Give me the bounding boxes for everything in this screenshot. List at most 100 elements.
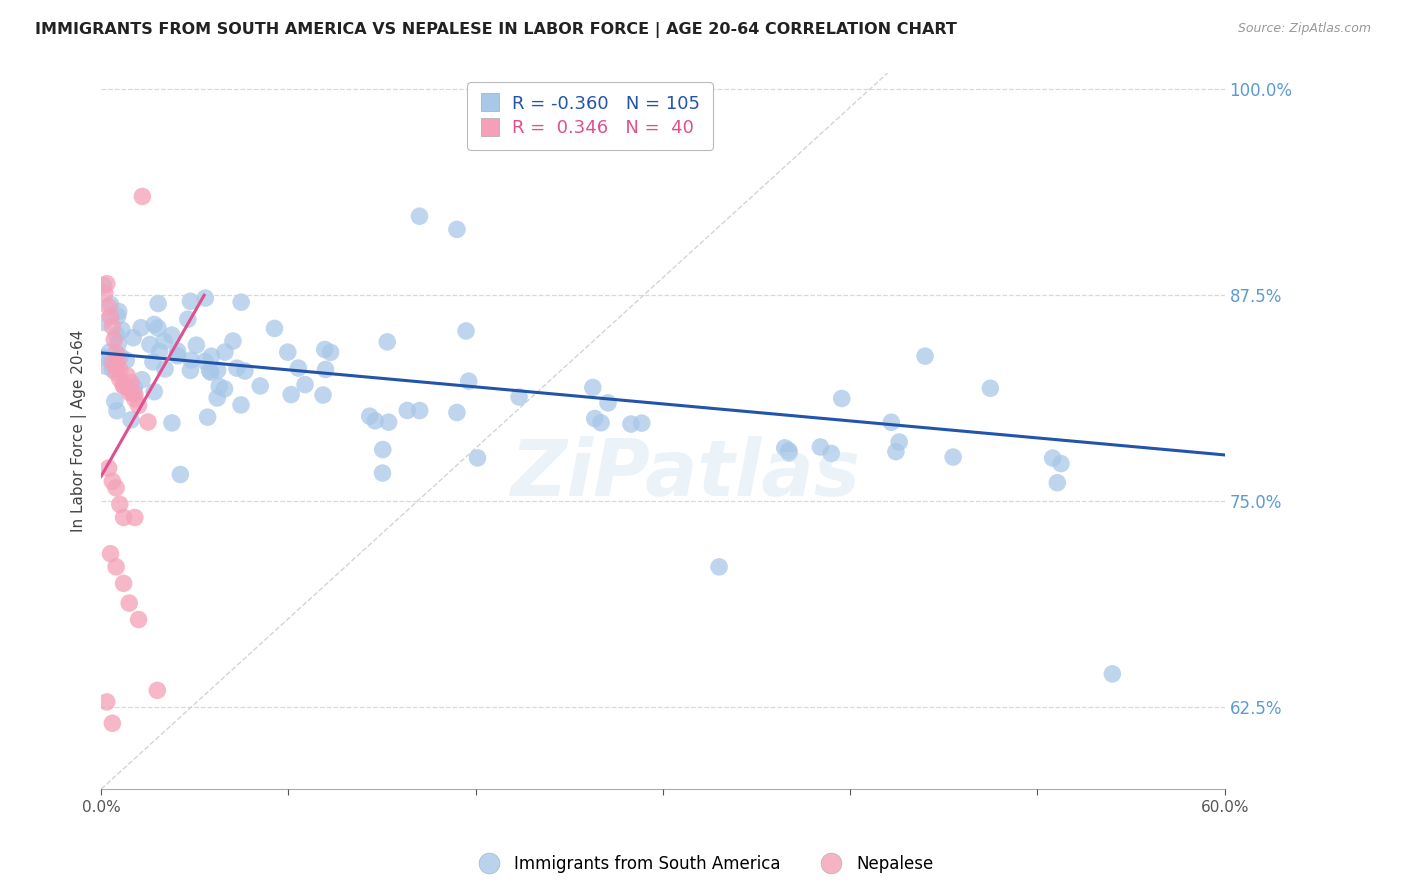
Point bbox=[108, 372, 131, 386]
Point bbox=[914, 349, 936, 363]
Point bbox=[122, 385, 145, 400]
Point bbox=[105, 359, 128, 373]
Point bbox=[214, 345, 236, 359]
Point bbox=[197, 410, 219, 425]
Point bbox=[124, 392, 146, 406]
Point bbox=[231, 295, 253, 310]
Point bbox=[112, 510, 135, 524]
Point bbox=[359, 409, 381, 424]
Point bbox=[117, 368, 139, 383]
Point bbox=[778, 443, 800, 458]
Point bbox=[112, 576, 135, 591]
Point bbox=[200, 365, 222, 379]
Point bbox=[630, 416, 652, 430]
Point bbox=[93, 278, 115, 293]
Point bbox=[979, 381, 1001, 395]
Point bbox=[375, 334, 398, 349]
Point bbox=[97, 300, 120, 314]
Point bbox=[101, 716, 124, 731]
Point bbox=[98, 345, 121, 359]
Point bbox=[101, 475, 124, 489]
Point bbox=[100, 297, 122, 311]
Point bbox=[128, 613, 150, 627]
Point bbox=[591, 416, 613, 430]
Point bbox=[889, 434, 911, 449]
Point bbox=[249, 379, 271, 393]
Point bbox=[101, 319, 124, 334]
Point bbox=[942, 450, 965, 464]
Point bbox=[105, 481, 128, 495]
Point bbox=[1042, 451, 1064, 466]
Point bbox=[131, 189, 153, 203]
Point bbox=[233, 364, 256, 378]
Point bbox=[207, 363, 229, 377]
Point bbox=[124, 510, 146, 524]
Point bbox=[124, 387, 146, 401]
Point bbox=[194, 291, 217, 305]
Point bbox=[153, 362, 176, 376]
Point bbox=[139, 337, 162, 351]
Point bbox=[110, 350, 132, 364]
Point bbox=[222, 334, 245, 348]
Point bbox=[100, 310, 122, 324]
Point bbox=[454, 324, 477, 338]
Point bbox=[97, 461, 120, 475]
Point bbox=[96, 277, 118, 291]
Point bbox=[108, 362, 131, 376]
Point bbox=[101, 362, 124, 376]
Point bbox=[105, 366, 128, 380]
Point bbox=[1046, 475, 1069, 490]
Text: IMMIGRANTS FROM SOUTH AMERICA VS NEPALESE IN LABOR FORCE | AGE 20-64 CORRELATION: IMMIGRANTS FROM SOUTH AMERICA VS NEPALES… bbox=[35, 22, 957, 38]
Point bbox=[160, 328, 183, 343]
Point bbox=[880, 415, 903, 429]
Point bbox=[596, 396, 619, 410]
Point bbox=[773, 441, 796, 455]
Point bbox=[409, 403, 432, 417]
Point bbox=[229, 398, 252, 412]
Point bbox=[91, 315, 114, 329]
Point bbox=[107, 336, 129, 351]
Point bbox=[364, 414, 387, 428]
Point bbox=[312, 388, 335, 402]
Point bbox=[153, 334, 176, 349]
Point bbox=[205, 391, 228, 405]
Point bbox=[129, 320, 152, 334]
Point bbox=[118, 596, 141, 610]
Point bbox=[108, 497, 131, 511]
Point bbox=[371, 442, 394, 457]
Point bbox=[377, 415, 399, 429]
Point bbox=[831, 392, 853, 406]
Point bbox=[105, 560, 128, 574]
Point bbox=[208, 379, 231, 393]
Point bbox=[103, 333, 125, 347]
Point bbox=[101, 356, 124, 370]
Point bbox=[194, 354, 217, 368]
Point bbox=[105, 404, 128, 418]
Point bbox=[371, 466, 394, 480]
Point bbox=[884, 444, 907, 458]
Point bbox=[177, 312, 200, 326]
Point bbox=[214, 382, 236, 396]
Point bbox=[1101, 666, 1123, 681]
Point bbox=[143, 318, 166, 332]
Point bbox=[198, 364, 221, 378]
Point bbox=[166, 344, 188, 359]
Point bbox=[118, 382, 141, 396]
Point bbox=[112, 378, 135, 392]
Point bbox=[100, 547, 122, 561]
Point bbox=[131, 373, 153, 387]
Point bbox=[107, 304, 129, 318]
Point bbox=[226, 361, 249, 376]
Text: ZiPatlas: ZiPatlas bbox=[510, 436, 860, 512]
Point bbox=[820, 446, 842, 460]
Point bbox=[124, 380, 146, 394]
Point bbox=[120, 413, 142, 427]
Point bbox=[112, 378, 135, 392]
Point bbox=[91, 351, 114, 365]
Point bbox=[263, 321, 285, 335]
Point bbox=[287, 361, 309, 376]
Point bbox=[122, 331, 145, 345]
Point bbox=[166, 349, 188, 363]
Point bbox=[808, 440, 831, 454]
Point bbox=[707, 560, 730, 574]
